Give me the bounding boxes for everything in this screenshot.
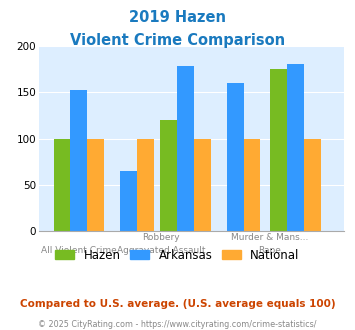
Bar	[304, 139, 321, 231]
Bar	[194, 139, 211, 231]
Text: All Violent Crime: All Violent Crime	[41, 246, 116, 255]
Bar	[54, 139, 70, 231]
Bar	[87, 139, 104, 231]
Bar	[70, 90, 87, 231]
Text: © 2025 CityRating.com - https://www.cityrating.com/crime-statistics/: © 2025 CityRating.com - https://www.city…	[38, 320, 317, 329]
Text: Aggravated Assault: Aggravated Assault	[117, 246, 206, 255]
Bar	[287, 64, 304, 231]
Text: 2019 Hazen: 2019 Hazen	[129, 10, 226, 25]
Text: Murder & Mans...: Murder & Mans...	[231, 233, 308, 242]
Bar	[160, 120, 177, 231]
Legend: Hazen, Arkansas, National: Hazen, Arkansas, National	[51, 244, 304, 266]
Bar	[137, 139, 153, 231]
Text: Robbery: Robbery	[142, 233, 180, 242]
Bar	[177, 66, 194, 231]
Bar	[120, 171, 137, 231]
Text: Violent Crime Comparison: Violent Crime Comparison	[70, 33, 285, 48]
Bar	[227, 83, 244, 231]
Bar	[244, 139, 260, 231]
Text: Rape: Rape	[258, 246, 281, 255]
Bar	[270, 69, 287, 231]
Text: Compared to U.S. average. (U.S. average equals 100): Compared to U.S. average. (U.S. average …	[20, 299, 335, 309]
